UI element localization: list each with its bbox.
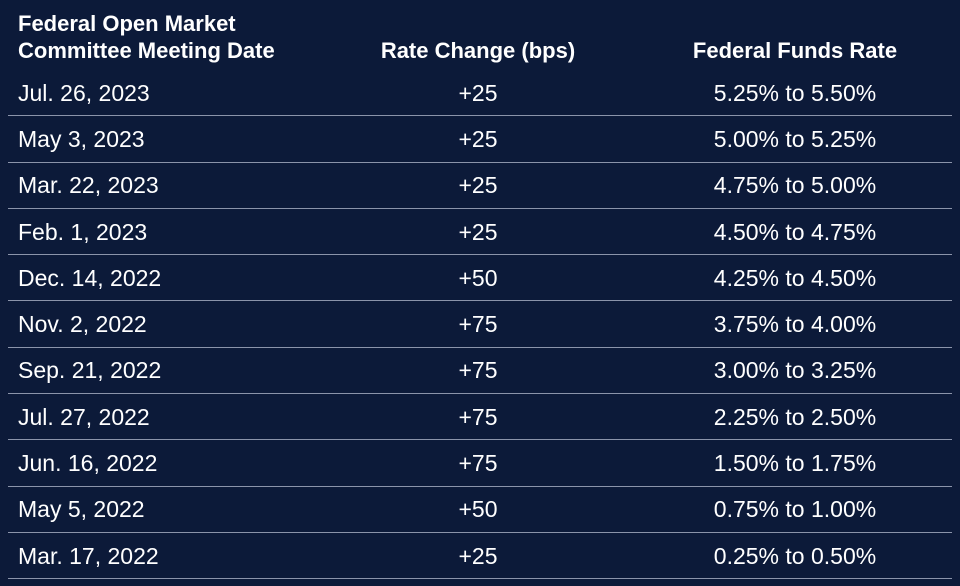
table-cell: Nov. 2, 2022: [18, 311, 147, 338]
table-cell: 2.25% to 2.50%: [713, 403, 877, 430]
table-cell: 3.75% to 4.00%: [713, 311, 877, 338]
table-row: Sep. 21, 2022 +75 3.00% to 3.25%: [0, 348, 960, 395]
table-cell: 5.25% to 5.50%: [713, 79, 877, 106]
row-separator: [8, 578, 952, 580]
row-separator: [8, 393, 952, 395]
table-cell: 4.50% to 4.75%: [713, 218, 877, 245]
table-cell: +25: [458, 125, 498, 152]
table-cell: Sep. 21, 2022: [18, 357, 162, 384]
table-cell: Feb. 1, 2023: [18, 218, 148, 245]
table-cell: 4.75% to 5.00%: [713, 172, 877, 199]
table-row: Jul. 27, 2022 +75 2.25% to 2.50%: [0, 394, 960, 441]
table-row: Jun. 16, 2022 +75 1.50% to 1.75%: [0, 440, 960, 487]
table-row: Mar. 22, 2023 +25 4.75% to 5.00%: [0, 163, 960, 209]
header-cell: Federal Funds Rate: [692, 38, 898, 63]
table-cell: May 5, 2022: [18, 496, 145, 523]
table-cell: +50: [458, 496, 498, 523]
table-cell: Jun. 16, 2022: [18, 450, 158, 477]
table-cell: Jul. 27, 2022: [18, 403, 150, 430]
table-row: May 3, 2023 +25 5.00% to 5.25%: [0, 116, 960, 163]
row-separator: [8, 439, 952, 441]
row-separator: [8, 531, 952, 533]
table-cell: +25: [458, 542, 498, 569]
row-separator: [8, 115, 952, 117]
table-cell: +50: [458, 264, 498, 291]
row-separator: [8, 300, 952, 302]
table-row: Dec. 14, 2022 +50 4.25% to 4.50%: [0, 255, 960, 302]
table-cell: 0.75% to 1.00%: [713, 496, 877, 523]
row-separator: [8, 161, 952, 163]
table-cell: +75: [458, 450, 498, 477]
table-cell: 5.00% to 5.25%: [713, 125, 877, 152]
table-cell: 3.00% to 3.25%: [713, 357, 877, 384]
table-row: Mar. 17, 2022 +25 0.25% to 0.50%: [0, 533, 960, 580]
table-cell: +25: [458, 79, 498, 106]
row-separator: [8, 254, 952, 256]
row-separator: [8, 485, 952, 487]
table-cell: +75: [458, 311, 498, 338]
table-cell: 0.25% to 0.50%: [713, 542, 877, 569]
table-row: Jul. 26, 2023 +25 5.25% to 5.50%: [0, 70, 960, 117]
table-cell: Mar. 22, 2023: [18, 172, 159, 199]
table-row: May 5, 2022 +50 0.75% to 1.00%: [0, 487, 960, 533]
table-cell: 4.25% to 4.50%: [713, 264, 877, 291]
table-row: Nov. 2, 2022 +75 3.75% to 4.00%: [0, 302, 960, 348]
row-separator: [8, 346, 952, 348]
table-cell: May 3, 2023: [18, 125, 145, 152]
table-header: Federal Open Market Committee Meeting Da…: [0, 0, 960, 70]
table-cell: Dec. 14, 2022: [18, 264, 162, 291]
table-cell: Jul. 26, 2023: [18, 79, 150, 106]
row-separator: [8, 207, 952, 209]
table-row: Feb. 1, 2023 +25 4.50% to 4.75%: [0, 209, 960, 256]
table-cell: +25: [458, 218, 498, 245]
table-cell: +25: [458, 172, 498, 199]
header-cell: Federal Open Market Committee Meeting Da…: [18, 11, 275, 63]
table-cell: Mar. 17, 2022: [18, 542, 159, 569]
table-cell: 1.50% to 1.75%: [713, 450, 877, 477]
header-cell: Rate Change (bps): [380, 38, 576, 63]
table-cell: +75: [458, 357, 498, 384]
table-cell: +75: [458, 403, 498, 430]
